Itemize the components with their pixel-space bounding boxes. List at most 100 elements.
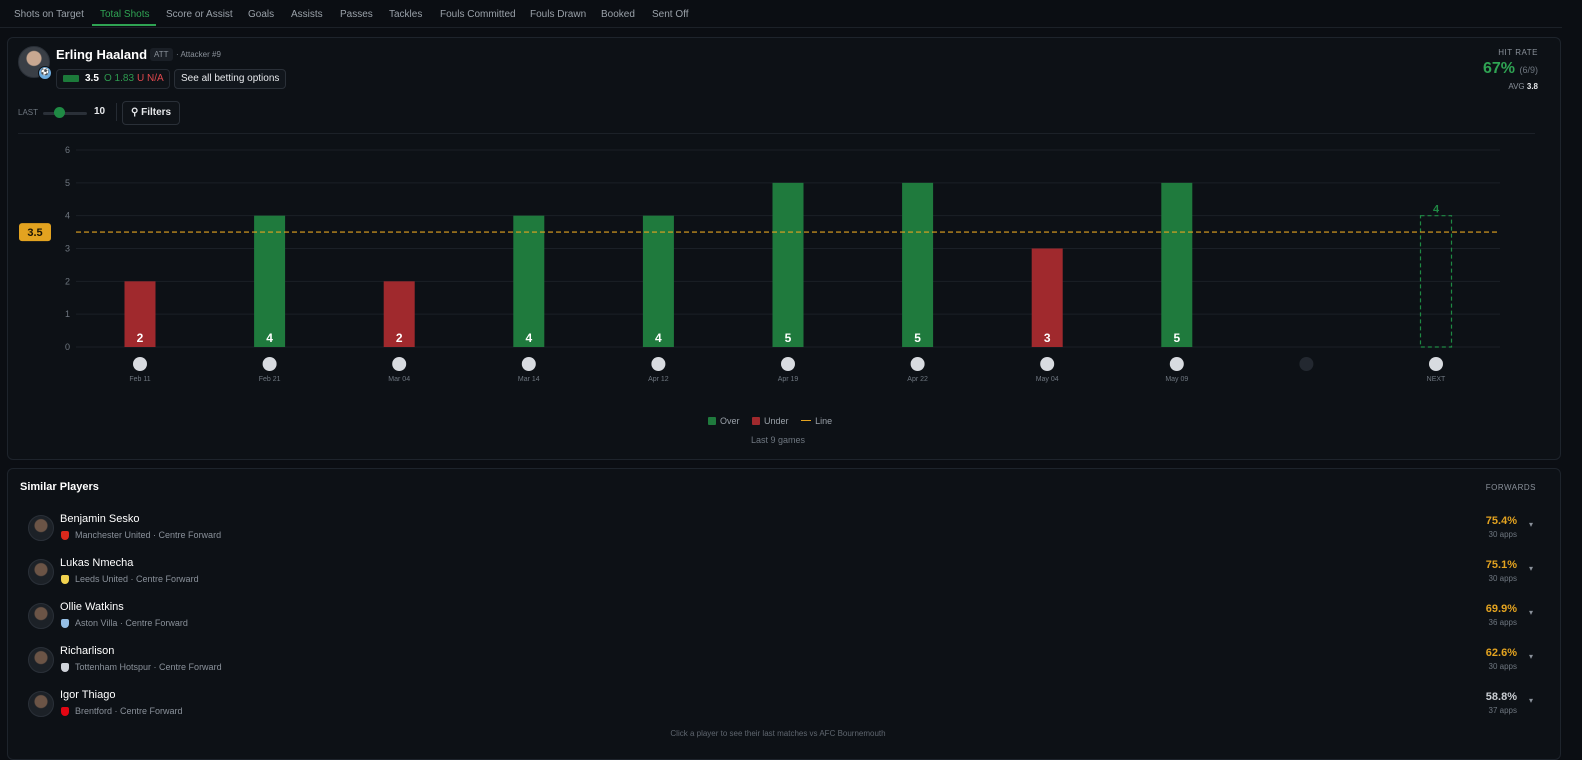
similar-player-apps: 37 apps	[1488, 706, 1517, 715]
chevron-down-icon[interactable]: ▾	[1528, 520, 1533, 529]
y-tick-label: 5	[65, 178, 70, 188]
legend-over-swatch	[708, 417, 716, 425]
similar-player-apps: 30 apps	[1488, 662, 1517, 671]
similar-player-name: Richarlison	[60, 645, 115, 657]
club-crest-icon	[61, 707, 69, 716]
similar-player-row[interactable]: Ollie Watkins Aston Villa · Centre Forwa…	[20, 597, 1535, 637]
legend-over: Over	[708, 416, 740, 426]
similar-player-pct: 69.9%	[1485, 603, 1517, 615]
footer-hint: Click a player to see their last matches…	[670, 729, 886, 738]
projection-bar	[1419, 215, 1453, 348]
chart-caption: Last 9 games	[750, 435, 806, 445]
average-value: AVG 3.8	[1508, 82, 1538, 91]
y-tick-label: 6	[65, 145, 70, 155]
similar-player-row[interactable]: Igor Thiago Brentford · Centre Forward 5…	[20, 685, 1535, 725]
player-role: Centre Forward	[136, 574, 199, 584]
player-name[interactable]: Erling Haaland	[56, 47, 148, 62]
tab-goals[interactable]: Goals	[248, 9, 275, 20]
y-tick-label: 4	[65, 211, 70, 221]
bar-value-label: 2	[396, 331, 403, 345]
bournemouth-crest-icon	[1429, 357, 1443, 371]
hit-rate-value: 67% (6/9)	[1483, 60, 1538, 78]
filter-icon: ⚲	[131, 107, 139, 118]
club-crest-icon	[61, 575, 69, 584]
tab-fouls-drawn[interactable]: Fouls Drawn	[530, 9, 587, 20]
bar-value-label: 4	[266, 331, 273, 345]
club-name: Manchester United	[75, 530, 151, 540]
club-crest-icon	[61, 619, 69, 628]
bar-value-label: 3	[1044, 331, 1051, 345]
legend-over-label: Over	[720, 416, 740, 426]
y-tick-label: 0	[65, 342, 70, 352]
chevron-down-icon[interactable]: ▾	[1528, 608, 1533, 617]
similar-player-apps: 36 apps	[1488, 618, 1517, 627]
similar-player-row[interactable]: Richarlison Tottenham Hotspur · Centre F…	[20, 641, 1535, 681]
newcastle-crest-icon	[262, 357, 277, 371]
threshold-label: 3.5	[27, 227, 42, 239]
x-tick-label: Apr 22	[907, 376, 928, 383]
nottingham-forest-crest-icon	[392, 357, 407, 371]
bar-value-label: 5	[914, 331, 921, 345]
west-ham-crest-icon	[521, 357, 536, 371]
see-betting-options-button[interactable]: See all betting options	[174, 69, 287, 89]
bar-value-label: 4	[655, 331, 662, 345]
similar-player-apps: 30 apps	[1488, 574, 1517, 583]
player-avatar	[28, 691, 54, 717]
club-name: Leeds United	[75, 574, 129, 584]
legend-under: Under	[752, 416, 789, 426]
tab-total-shots[interactable]: Total Shots	[100, 9, 150, 20]
filters-button[interactable]: ⚲ Filters	[122, 101, 181, 125]
tab-score-or-assist[interactable]: Score or Assist	[166, 9, 233, 20]
odds-over: O 1.83	[104, 73, 135, 84]
bar-over	[902, 182, 934, 347]
header-divider	[18, 133, 1535, 134]
player-photo	[18, 46, 50, 78]
brentford-crest-icon	[1169, 357, 1184, 371]
bar-over	[1161, 182, 1193, 347]
x-tick-label: May 04	[1036, 376, 1059, 383]
bar-under	[1031, 248, 1063, 347]
legend-under-swatch	[752, 417, 761, 425]
player-avatar: ⚽	[18, 46, 52, 80]
odds-box[interactable]: 3.5 O 1.83 U N/A	[56, 69, 170, 89]
last-games-label: LAST	[18, 108, 39, 117]
player-avatar	[28, 515, 54, 541]
tab-assists[interactable]: Assists	[291, 9, 323, 20]
legend-line-label: Line	[815, 416, 833, 426]
y-tick-label: 3	[65, 244, 70, 254]
games-slider-thumb[interactable]	[54, 107, 65, 118]
similar-player-meta: Leeds United · Centre Forward	[75, 574, 199, 584]
chevron-down-icon[interactable]: ▾	[1528, 652, 1533, 661]
controls-divider	[116, 103, 117, 121]
bar-value-label: 4	[525, 331, 532, 345]
player-stat-card: ⚽ Erling Haaland ATT · Attacker #9 3.5 O…	[7, 37, 1561, 460]
player-role: Centre Forward	[120, 706, 183, 716]
x-tick-label: Mar 04	[388, 376, 410, 383]
chevron-down-icon[interactable]: ▾	[1528, 696, 1533, 705]
tab-tackles[interactable]: Tackles	[389, 9, 423, 20]
threshold-badge	[19, 223, 51, 242]
tab-booked[interactable]: Booked	[601, 9, 635, 20]
tab-fouls-committed[interactable]: Fouls Committed	[440, 9, 516, 20]
games-slider-track[interactable]	[43, 112, 87, 115]
tab-passes[interactable]: Passes	[340, 9, 373, 20]
similar-player-row[interactable]: Benjamin Sesko Manchester United · Centr…	[20, 509, 1535, 549]
odds-line: 3.5	[85, 73, 99, 84]
similar-player-name: Ollie Watkins	[60, 601, 124, 613]
chevron-down-icon[interactable]: ▾	[1528, 564, 1533, 573]
similar-player-apps: 30 apps	[1488, 530, 1517, 539]
similar-players-tag: FORWARDS	[1485, 483, 1536, 492]
player-avatar	[28, 603, 54, 629]
avg-number: 3.8	[1526, 82, 1538, 91]
tab-shots-on-target[interactable]: Shots on Target	[14, 9, 84, 20]
club-crest-icon	[61, 531, 69, 540]
bar-over	[254, 215, 286, 347]
hit-rate-fraction: (6/9)	[1519, 65, 1538, 75]
tab-sent-off[interactable]: Sent Off	[652, 9, 689, 20]
similar-player-pct: 75.1%	[1485, 559, 1517, 571]
club-name: Brentford	[75, 706, 113, 716]
similar-player-meta: Aston Villa · Centre Forward	[75, 618, 188, 628]
similar-player-row[interactable]: Lukas Nmecha Leeds United · Centre Forwa…	[20, 553, 1535, 593]
projection-value-label: 4	[1433, 204, 1440, 216]
stat-tabs: Shots on Target Total Shots Score or Ass…	[0, 0, 1562, 28]
